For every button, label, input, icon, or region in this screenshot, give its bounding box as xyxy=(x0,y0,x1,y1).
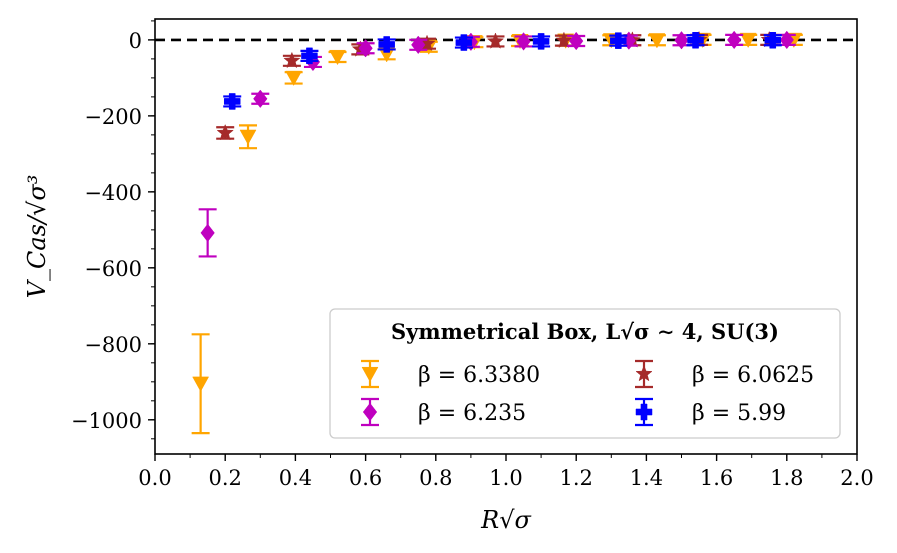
data-point xyxy=(191,333,210,435)
marker xyxy=(455,34,473,51)
data-point xyxy=(223,93,242,110)
x-tick-label: 0.0 xyxy=(138,466,171,490)
marker xyxy=(486,32,505,49)
axes: 0.0 0.2 0.4 0.6 0.8 1.0 1.2 1.4 1.6 1.8 2.0 0 −200 −4… xyxy=(23,18,874,534)
data-point xyxy=(514,32,533,51)
marker xyxy=(223,93,241,110)
legend-entry-3: β = 5.99 xyxy=(635,397,786,427)
x-axis-label: R√σ xyxy=(480,506,531,534)
marker xyxy=(200,223,215,243)
x-tick-label: 1.6 xyxy=(700,466,733,490)
legend-marker xyxy=(635,359,653,389)
data-point xyxy=(328,49,347,66)
data-point xyxy=(284,70,303,87)
x-tick-label: 1.8 xyxy=(770,466,803,490)
data-series-layer xyxy=(191,30,803,435)
marker xyxy=(362,402,378,422)
data-point xyxy=(377,36,396,53)
data-point xyxy=(409,35,428,55)
marker xyxy=(358,39,373,58)
data-point xyxy=(282,51,301,69)
y-tick-label: −200 xyxy=(84,105,142,129)
marker xyxy=(253,89,268,108)
legend: Symmetrical Box, L√σ ∼ 4, SU(3) β = 6.338… xyxy=(329,308,841,439)
y-axis-label: V_Cas/√σ³ xyxy=(23,175,51,299)
legend-entry-2: β = 6.235 xyxy=(361,397,526,427)
marker xyxy=(361,366,379,383)
legend-label: β = 6.3380 xyxy=(418,363,540,388)
series-3 xyxy=(223,32,782,110)
y-tick-label: −600 xyxy=(84,257,142,281)
marker xyxy=(727,30,742,50)
data-point xyxy=(216,123,235,141)
marker xyxy=(532,33,550,50)
x-tick-label: 0.2 xyxy=(208,466,241,490)
legend-entry-0: β = 6.3380 xyxy=(361,359,540,389)
marker xyxy=(555,31,573,49)
marker xyxy=(674,31,689,50)
data-point xyxy=(567,31,586,51)
marker xyxy=(216,123,234,141)
marker xyxy=(516,32,531,51)
marker xyxy=(285,70,303,87)
data-point xyxy=(198,208,217,258)
y-tick-label: 0 xyxy=(129,29,142,53)
x-tick-label: 2.0 xyxy=(840,466,873,490)
data-point xyxy=(532,33,551,50)
marker xyxy=(610,32,627,49)
data-point xyxy=(647,33,666,49)
marker xyxy=(635,364,653,382)
data-point xyxy=(686,32,705,49)
x-tick-label: 1.4 xyxy=(630,466,663,490)
data-point xyxy=(300,47,319,65)
marker xyxy=(283,51,301,69)
marker xyxy=(378,36,395,53)
y-tick-label: −800 xyxy=(84,333,142,357)
x-tick-label: 1.2 xyxy=(559,466,592,490)
legend-title: Symmetrical Box, L√σ ∼ 4, SU(3) xyxy=(391,319,779,344)
data-point xyxy=(725,30,744,50)
legend-label: β = 6.235 xyxy=(418,401,526,426)
data-point xyxy=(609,32,628,49)
data-point xyxy=(239,124,258,150)
x-tick-label: 0.6 xyxy=(349,466,382,490)
x-tick-label: 0.4 xyxy=(279,466,312,490)
series-2 xyxy=(198,30,796,258)
marker xyxy=(192,376,210,392)
marker xyxy=(301,47,318,65)
y-tick-label: −1000 xyxy=(71,409,142,433)
legend-box xyxy=(329,308,841,439)
marker xyxy=(687,32,704,49)
legend-label: β = 6.0625 xyxy=(692,363,814,388)
marker xyxy=(569,31,584,51)
y-tick-label: −400 xyxy=(84,181,142,205)
marker xyxy=(764,32,782,49)
marker xyxy=(648,33,666,49)
legend-label: β = 5.99 xyxy=(692,401,786,426)
data-point xyxy=(763,32,782,49)
marker xyxy=(329,49,346,66)
legend-entry-1: β = 6.0625 xyxy=(635,359,814,389)
marker xyxy=(411,35,426,55)
marker xyxy=(739,32,757,49)
legend-marker xyxy=(635,397,653,427)
legend-marker xyxy=(361,397,379,427)
x-tick-label: 0.8 xyxy=(419,466,452,490)
marker xyxy=(635,403,653,421)
data-point xyxy=(356,39,375,58)
data-point xyxy=(486,32,505,49)
data-point xyxy=(454,34,473,51)
legend-marker xyxy=(361,359,379,389)
marker xyxy=(779,30,794,50)
marker xyxy=(239,129,257,145)
data-point xyxy=(251,89,270,108)
x-tick-label: 1.0 xyxy=(489,466,522,490)
